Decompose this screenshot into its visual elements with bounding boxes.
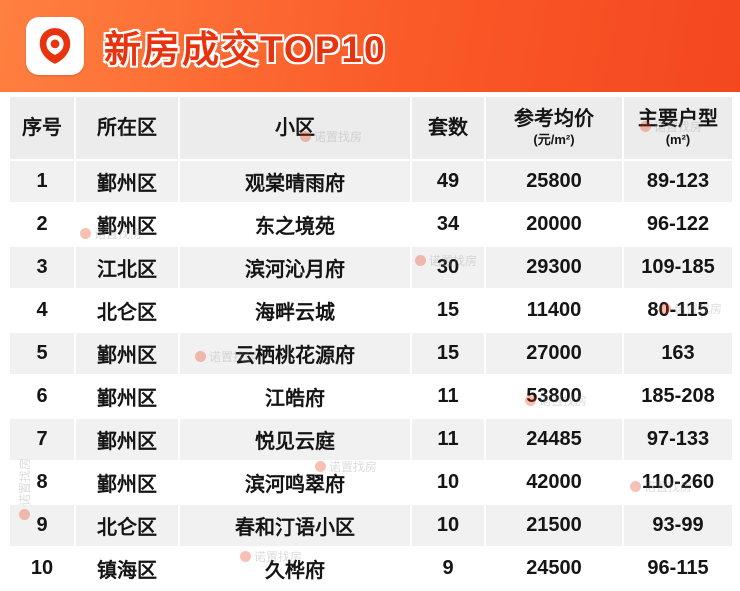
- page-title: 新房成交TOP10: [104, 29, 387, 70]
- col-header-label: 序号: [22, 116, 62, 139]
- units-cell: 49: [410, 159, 486, 204]
- rank-cell: 9: [8, 503, 76, 548]
- table-header: 序号 所在区 小区 套数 参考均价 (元/m²) 主要户型 (m²): [8, 95, 734, 161]
- col-header-label: 主要户型: [638, 108, 718, 131]
- type-cell: 97-133: [622, 417, 734, 462]
- price-cell: 24485: [484, 417, 624, 462]
- type-cell: 80-115: [622, 288, 734, 333]
- table-header-row: 序号 所在区 小区 套数 参考均价 (元/m²) 主要户型 (m²): [8, 95, 734, 161]
- ranking-table: 序号 所在区 小区 套数 参考均价 (元/m²) 主要户型 (m²): [8, 95, 734, 591]
- district-cell: 北仑区: [74, 288, 180, 333]
- col-header-community: 小区: [178, 95, 412, 161]
- type-cell: 185-208: [622, 374, 734, 419]
- units-cell: 15: [410, 288, 486, 333]
- brand-logo-icon: [39, 28, 71, 64]
- units-cell: 15: [410, 331, 486, 376]
- district-cell: 江北区: [74, 245, 180, 290]
- table-row: 10 镇海区 久桦府 9 24500 96-115: [8, 546, 734, 591]
- type-cell: 96-115: [622, 546, 734, 591]
- units-cell: 34: [410, 202, 486, 247]
- ranking-table-wrap: 序号 所在区 小区 套数 参考均价 (元/m²) 主要户型 (m²): [0, 92, 740, 591]
- price-cell: 27000: [484, 331, 624, 376]
- district-cell: 鄞州区: [74, 159, 180, 204]
- district-cell: 鄞州区: [74, 417, 180, 462]
- table-row: 4 北仑区 海畔云城 15 11400 80-115: [8, 288, 734, 333]
- table-row: 1 鄞州区 观棠晴雨府 49 25800 89-123: [8, 159, 734, 204]
- table-row: 2 鄞州区 东之境苑 34 20000 96-122: [8, 202, 734, 247]
- col-header-rank: 序号: [8, 95, 76, 161]
- community-cell: 江皓府: [178, 374, 412, 419]
- brand-logo: [26, 17, 84, 75]
- community-cell: 久桦府: [178, 546, 412, 591]
- price-cell: 24500: [484, 546, 624, 591]
- col-header-district: 所在区: [74, 95, 180, 161]
- price-cell: 25800: [484, 159, 624, 204]
- col-header-unit-label: (m²): [665, 132, 691, 148]
- col-header-label: 套数: [428, 116, 468, 139]
- units-cell: 30: [410, 245, 486, 290]
- type-cell: 110-260: [622, 460, 734, 505]
- rank-cell: 3: [8, 245, 76, 290]
- col-header-unit-label: (元/m²): [533, 132, 575, 148]
- table-row: 3 江北区 滨河沁月府 30 29300 109-185: [8, 245, 734, 290]
- community-cell: 观棠晴雨府: [178, 159, 412, 204]
- price-cell: 21500: [484, 503, 624, 548]
- header-banner: 新房成交TOP10: [0, 0, 740, 92]
- units-cell: 11: [410, 417, 486, 462]
- district-cell: 鄞州区: [74, 460, 180, 505]
- district-cell: 镇海区: [74, 546, 180, 591]
- rank-cell: 1: [8, 159, 76, 204]
- rank-cell: 6: [8, 374, 76, 419]
- col-header-type: 主要户型 (m²): [622, 95, 734, 161]
- rank-cell: 7: [8, 417, 76, 462]
- price-cell: 42000: [484, 460, 624, 505]
- table-row: 6 鄞州区 江皓府 11 53800 185-208: [8, 374, 734, 419]
- col-header-label: 参考均价: [514, 108, 594, 131]
- community-cell: 云栖桃花源府: [178, 331, 412, 376]
- rank-cell: 4: [8, 288, 76, 333]
- table-row: 9 北仑区 春和汀语小区 10 21500 93-99: [8, 503, 734, 548]
- community-cell: 春和汀语小区: [178, 503, 412, 548]
- community-cell: 滨河鸣翠府: [178, 460, 412, 505]
- units-cell: 10: [410, 460, 486, 505]
- col-header-units: 套数: [410, 95, 486, 161]
- price-cell: 53800: [484, 374, 624, 419]
- type-cell: 109-185: [622, 245, 734, 290]
- price-cell: 11400: [484, 288, 624, 333]
- price-cell: 29300: [484, 245, 624, 290]
- district-cell: 鄞州区: [74, 374, 180, 419]
- community-cell: 东之境苑: [178, 202, 412, 247]
- col-header-label: 所在区: [97, 116, 157, 139]
- type-cell: 96-122: [622, 202, 734, 247]
- type-cell: 93-99: [622, 503, 734, 548]
- district-cell: 鄞州区: [74, 202, 180, 247]
- community-cell: 海畔云城: [178, 288, 412, 333]
- table-row: 7 鄞州区 悦见云庭 11 24485 97-133: [8, 417, 734, 462]
- rank-cell: 5: [8, 331, 76, 376]
- table-body: 1 鄞州区 观棠晴雨府 49 25800 89-123 2 鄞州区 东之境苑 34 20000 96-…: [8, 159, 734, 591]
- rank-cell: 10: [8, 546, 76, 591]
- table-row: 5 鄞州区 云栖桃花源府 15 27000 163: [8, 331, 734, 376]
- col-header-price: 参考均价 (元/m²): [484, 95, 624, 161]
- units-cell: 11: [410, 374, 486, 419]
- rank-cell: 8: [8, 460, 76, 505]
- type-cell: 163: [622, 331, 734, 376]
- community-cell: 悦见云庭: [178, 417, 412, 462]
- district-cell: 北仑区: [74, 503, 180, 548]
- units-cell: 10: [410, 503, 486, 548]
- district-cell: 鄞州区: [74, 331, 180, 376]
- units-cell: 9: [410, 546, 486, 591]
- rank-cell: 2: [8, 202, 76, 247]
- col-header-label: 小区: [275, 116, 315, 139]
- community-cell: 滨河沁月府: [178, 245, 412, 290]
- price-cell: 20000: [484, 202, 624, 247]
- type-cell: 89-123: [622, 159, 734, 204]
- table-row: 8 鄞州区 滨河鸣翠府 10 42000 110-260: [8, 460, 734, 505]
